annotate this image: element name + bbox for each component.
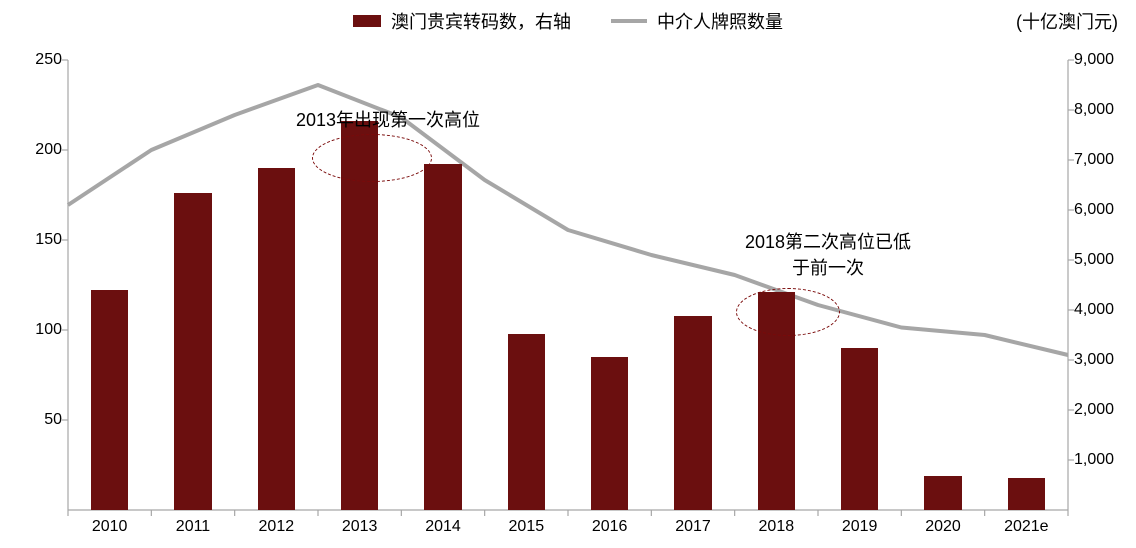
y-right-tick: 7,000 <box>1074 151 1134 169</box>
y-right-tick: 4,000 <box>1074 301 1134 319</box>
y-left-tick: 200 <box>0 141 62 159</box>
y-right-tick: 9,000 <box>1074 51 1134 69</box>
legend-item-line: 中介人牌照数量 <box>611 8 783 34</box>
chart-container: 澳门贵宾转码数，右轴 中介人牌照数量 (十亿澳门元) 50 100 150 200 25… <box>0 0 1136 548</box>
y-left-tick: 100 <box>0 321 62 339</box>
y-axis-right: 1,000 2,000 3,000 4,000 5,000 6,000 7,000 8,000… <box>1074 60 1134 510</box>
x-tick: 2018 <box>759 518 795 536</box>
x-tick: 2019 <box>842 518 878 536</box>
y-axis-left: 50100150200250 <box>0 60 62 510</box>
x-tick: 2021e <box>1004 518 1049 536</box>
bar <box>91 290 129 510</box>
bar <box>674 316 712 510</box>
bar <box>508 334 546 510</box>
x-tick: 2017 <box>675 518 711 536</box>
plot-area: 2013年出现第一次高位 2018第二次高位已低于前一次 <box>68 60 1068 510</box>
y-left-tick: 50 <box>0 411 62 429</box>
annotation-ellipse-peak2 <box>736 288 840 336</box>
legend-item-bar: 澳门贵宾转码数，右轴 <box>353 8 571 34</box>
legend-label-line: 中介人牌照数量 <box>657 8 783 34</box>
unit-label: (十亿澳门元) <box>1016 8 1118 34</box>
bar <box>591 357 629 510</box>
annotation-ellipse-peak1 <box>312 134 432 182</box>
x-tick: 2020 <box>925 518 961 536</box>
legend-swatch-bar <box>353 15 381 27</box>
bar <box>424 164 462 510</box>
bar <box>258 168 296 510</box>
bar <box>841 348 879 510</box>
x-tick: 2011 <box>176 518 210 536</box>
y-right-tick: 3,000 <box>1074 351 1134 369</box>
svg-layer <box>68 60 1068 510</box>
annotation-peak1: 2013年出现第一次高位 <box>296 106 480 132</box>
y-right-tick: 8,000 <box>1074 101 1134 119</box>
y-left-tick: 150 <box>0 231 62 249</box>
bar <box>174 193 212 510</box>
x-tick: 2014 <box>425 518 461 536</box>
y-right-tick: 6,000 <box>1074 201 1134 219</box>
y-right-tick: 1,000 <box>1074 451 1134 469</box>
y-right-tick: 2,000 <box>1074 401 1134 419</box>
x-tick: 2015 <box>509 518 545 536</box>
y-right-tick: 5,000 <box>1074 251 1134 269</box>
bar <box>1008 478 1046 510</box>
line-series <box>68 85 1068 355</box>
x-tick: 2013 <box>342 518 378 536</box>
bar <box>924 476 962 510</box>
legend-label-bar: 澳门贵宾转码数，右轴 <box>391 8 571 34</box>
legend: 澳门贵宾转码数，右轴 中介人牌照数量 <box>0 8 1136 34</box>
annotation-peak2: 2018第二次高位已低于前一次 <box>745 228 911 280</box>
x-tick: 2012 <box>259 518 295 536</box>
x-tick: 2016 <box>592 518 628 536</box>
x-tick: 2010 <box>92 518 128 536</box>
legend-swatch-line <box>611 19 647 23</box>
y-left-tick: 250 <box>0 51 62 69</box>
x-axis: 2010 2011 2012 2013 2014 2015 2016 2017 2018 2019… <box>68 514 1068 544</box>
